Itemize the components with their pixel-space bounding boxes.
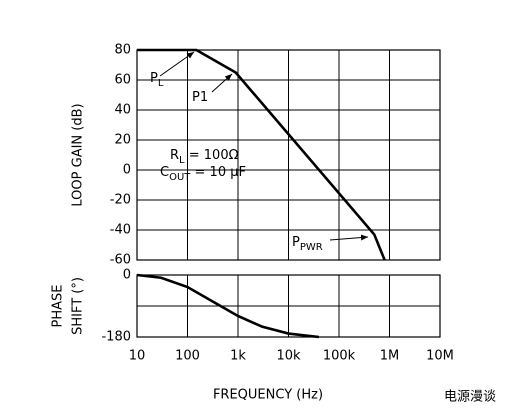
y-axis-label: SHIFT (°) [71,277,86,335]
plot-frame [136,274,441,338]
annotation-text: = 10 µF [190,165,246,180]
y-axis-label: PHASE [51,285,66,328]
annotation-text: R [170,148,179,163]
annotation: PPWR [292,235,323,254]
y-tick-label: -180 [101,330,131,345]
annotation-text: P [150,71,158,86]
y-tick-label: 20 [114,133,131,148]
annotation-text: P1 [192,90,208,105]
x-tick-label: 100k [323,349,356,364]
annotation-text: C [160,165,169,180]
annotation-subscript: L [158,78,164,89]
y-tick-label: 40 [114,103,131,118]
y-tick-label: -40 [110,223,131,238]
x-tick-label: 1k [230,349,246,364]
arrow [329,234,369,241]
annotation-text: = 100Ω [185,148,239,163]
annotation-subscript: PWR [300,242,323,253]
x-tick-label: 10M [426,349,454,364]
annotation: PL [150,71,164,90]
arrow [211,73,233,93]
annotation: P1 [192,90,208,105]
annotation-text: P [292,235,300,250]
y-tick-label: -60 [110,253,131,268]
arrow [159,51,195,77]
y-tick-label: 0 [123,163,131,178]
annotation-subscript: L [179,155,185,166]
plot-frame [136,49,441,261]
y-axis-label: LOOP GAIN (dB) [71,103,86,206]
x-tick-label: 10k [276,349,301,364]
y-tick-label: -20 [110,193,131,208]
line [136,273,320,339]
y-tick-label: 0 [123,268,131,283]
watermark: 电源漫谈 [444,390,496,405]
x-axis-label: FREQUENCY (Hz) [213,388,323,403]
annotation: COUT = 10 µF [160,165,246,184]
x-tick-label: 1M [380,349,400,364]
annotation: RL = 100Ω [170,148,239,167]
x-tick-label: 10 [129,349,146,364]
line [137,48,386,261]
x-tick-label: 100 [175,349,200,364]
y-tick-label: 80 [114,43,131,58]
annotation-subscript: OUT [169,172,191,183]
y-tick-label: 60 [114,73,131,88]
